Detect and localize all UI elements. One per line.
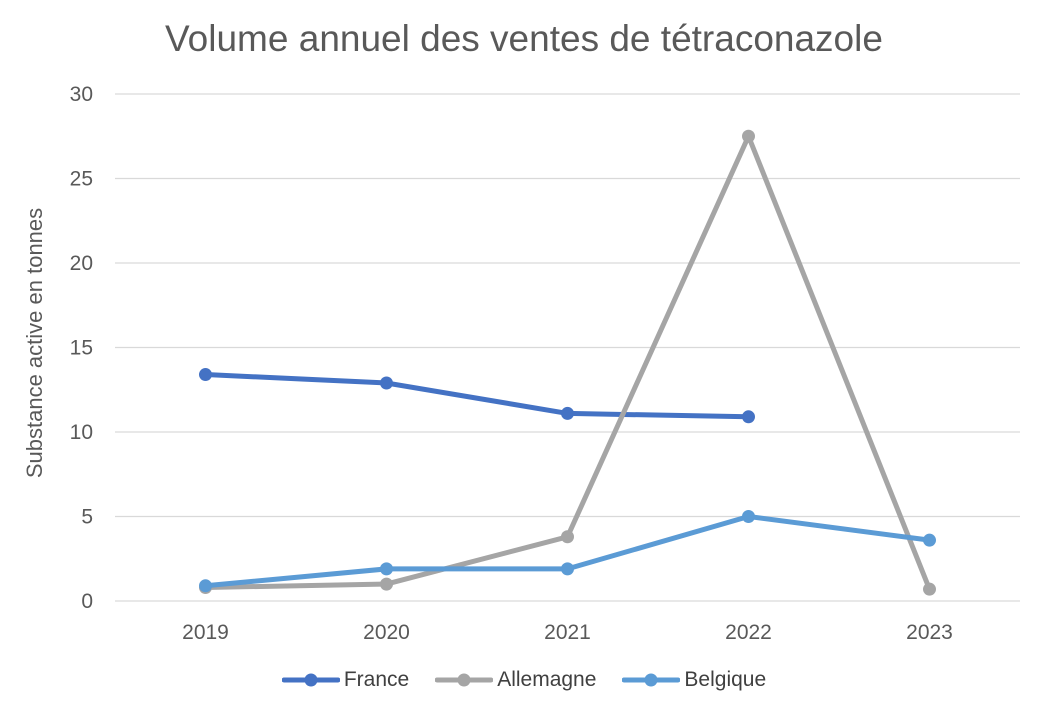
y-axis-title: Substance active en tonnes (22, 208, 47, 478)
y-tick-label: 15 (70, 337, 93, 360)
legend-label: Belgique (684, 668, 767, 691)
x-tick-label: 2019 (182, 621, 229, 644)
x-tick-label: 2022 (725, 621, 772, 644)
legend-label: Allemagne (497, 668, 597, 691)
series-lines (199, 129, 936, 596)
legend-item: Belgique (622, 668, 766, 692)
legend-marker (304, 673, 318, 687)
y-tick-label: 0 (81, 590, 93, 613)
x-tick-label: 2021 (544, 621, 591, 644)
data-point (380, 577, 393, 591)
data-point (380, 376, 393, 390)
legend-item: Allemagne (435, 668, 596, 692)
legend: France Allemagne Belgique (0, 668, 1048, 692)
legend-swatch (435, 673, 494, 687)
data-point (742, 410, 755, 424)
legend-item: France (281, 668, 410, 692)
y-tick-label: 25 (70, 168, 93, 191)
legend-swatch (622, 673, 681, 687)
gridlines (115, 93, 1020, 602)
data-point (742, 510, 755, 523)
data-point (561, 406, 574, 420)
y-axis-ticks: 0 5 10 15 20 25 30 (70, 83, 93, 613)
series-line (203, 372, 751, 420)
series-belgique (199, 510, 936, 593)
legend-swatch (281, 673, 340, 687)
x-tick-label: 2023 (906, 621, 953, 644)
legend-label: France (343, 668, 410, 691)
data-point (561, 562, 574, 576)
data-point (742, 129, 755, 143)
series-line (203, 514, 932, 589)
data-point (380, 562, 393, 576)
data-point (923, 533, 936, 547)
y-tick-label: 20 (70, 252, 93, 275)
data-point (561, 530, 574, 544)
series-france (199, 368, 755, 424)
y-tick-label: 10 (70, 421, 93, 444)
data-point (199, 368, 212, 382)
x-axis-ticks: 2019 2020 2021 2022 2023 (182, 621, 953, 644)
x-tick-label: 2020 (363, 621, 410, 644)
data-point (199, 579, 212, 593)
series-line (203, 133, 932, 592)
y-tick-label: 5 (81, 506, 93, 529)
legend-marker (457, 673, 471, 687)
chart-title: Volume annuel des ventes de tétraconazol… (165, 18, 883, 59)
y-tick-label: 30 (70, 83, 93, 106)
legend-marker (644, 673, 658, 687)
data-point (923, 582, 936, 596)
